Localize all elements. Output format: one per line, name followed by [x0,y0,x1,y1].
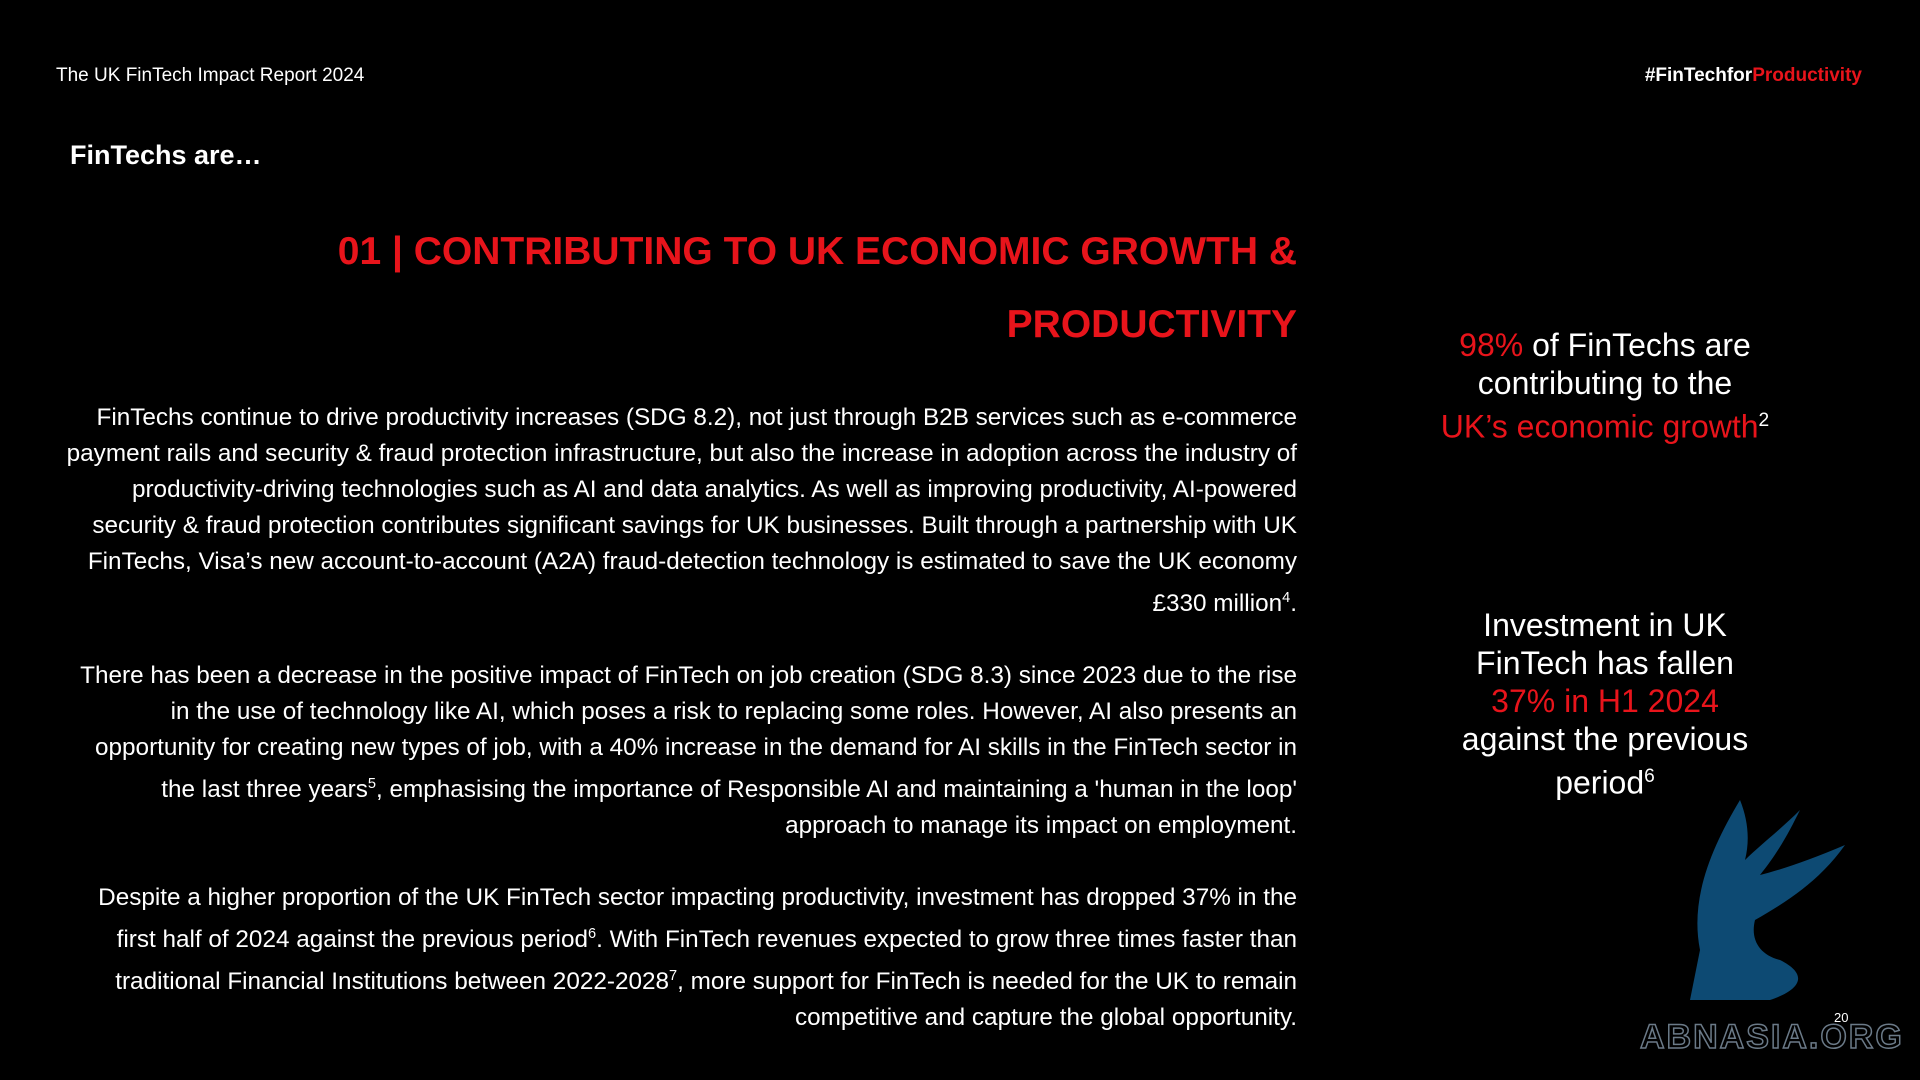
text-run: 98% [1459,327,1524,363]
watermark-logo [1690,800,1845,1000]
report-title: The UK FinTech Impact Report 2024 [56,65,365,86]
intro: FinTechs are… [70,140,262,170]
text-run: Productivity [1752,65,1862,86]
hashtag: #FinTechforProductivity [1645,65,1862,87]
footnote-ref: 5 [367,776,377,793]
title-line: 01 | CONTRIBUTING TO UK ECONOMIC GROWTH … [337,230,1297,273]
footnote-ref: 6 [1644,766,1655,787]
text-run: There has been a decrease in the positiv… [80,662,1297,804]
paragraph: Despite a higher proportion of the UK Fi… [62,880,1297,1036]
text-run: UK’s economic growth [1440,408,1759,445]
text-run: . [1290,590,1297,618]
title-line: PRODUCTIVITY [1006,303,1297,346]
stat: Investment in UK FinTech has fallen 37% … [1440,606,1770,802]
footnote-ref: 2 [1758,410,1770,431]
footnote-ref: 7 [669,968,678,985]
watermark-text: ABNASIA.ORG [1639,1017,1904,1057]
section-title: 01 | CONTRIBUTING TO UK ECONOMIC GROWTH … [197,215,1297,361]
paragraph: FinTechs continue to drive productivity … [62,400,1297,622]
text-run: against the previous period [1461,721,1749,801]
body-text: FinTechs continue to drive productivity … [62,400,1297,1072]
text-run: Despite a higher proportion of the UK Fi… [98,884,1297,954]
text-run: , more support for FinTech is needed for… [677,968,1297,1032]
footnote-ref: 4 [1282,590,1291,606]
text-run: Investment in UK FinTech has fallen [1476,607,1734,681]
text-run: 37% in H1 2024 [1491,683,1719,719]
page-number: 20 [1834,1010,1849,1025]
text-run: , emphasising the importance of Responsi… [376,776,1297,840]
footnote-ref: 6 [587,926,597,943]
stat: 98% of FinTechs are contributing to the … [1440,326,1770,446]
text-run: . With FinTech revenues expected to grow… [115,926,1297,996]
paragraph: There has been a decrease in the positiv… [62,658,1297,844]
text-run: of FinTechs are contributing to the [1477,327,1751,401]
text-run: #FinTechfor [1644,65,1753,86]
text-run: FinTechs continue to drive productivity … [66,404,1297,618]
